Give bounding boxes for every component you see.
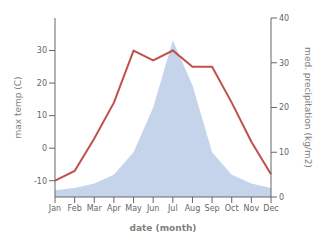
svg-text:10: 10 — [279, 148, 289, 157]
svg-text:Jan: Jan — [48, 204, 61, 213]
svg-text:Mar: Mar — [87, 204, 103, 213]
svg-text:Aug: Aug — [185, 204, 201, 213]
svg-text:-10: -10 — [34, 177, 47, 186]
svg-text:Oct: Oct — [225, 204, 239, 213]
svg-text:20: 20 — [279, 103, 289, 112]
svg-text:May: May — [125, 204, 142, 213]
svg-text:Sep: Sep — [205, 204, 220, 213]
svg-text:Jun: Jun — [146, 204, 160, 213]
svg-text:20: 20 — [37, 79, 47, 88]
svg-text:Dec: Dec — [263, 204, 278, 213]
svg-text:Apr: Apr — [107, 204, 122, 213]
svg-text:date (month): date (month) — [130, 223, 197, 233]
svg-text:Nov: Nov — [244, 204, 260, 213]
svg-text:max temp (C): max temp (C) — [13, 76, 23, 138]
svg-text:40: 40 — [279, 14, 289, 23]
svg-text:0: 0 — [42, 144, 47, 153]
svg-text:Feb: Feb — [68, 204, 82, 213]
svg-text:30: 30 — [279, 59, 289, 68]
svg-text:Jul: Jul — [167, 204, 178, 213]
svg-text:med. precipitation (kg/m2): med. precipitation (kg/m2) — [303, 47, 313, 168]
svg-text:30: 30 — [37, 46, 47, 55]
svg-text:10: 10 — [37, 111, 47, 120]
svg-text:0: 0 — [279, 193, 284, 202]
